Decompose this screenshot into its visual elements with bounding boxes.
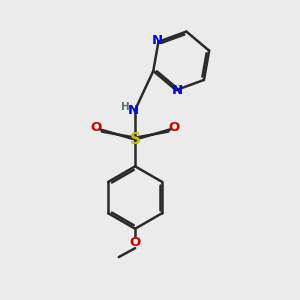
Text: O: O [130, 236, 141, 249]
Text: O: O [169, 121, 180, 134]
Text: S: S [130, 132, 141, 147]
Text: N: N [128, 104, 139, 117]
Text: H: H [121, 103, 130, 112]
Text: N: N [172, 84, 183, 97]
Text: N: N [152, 34, 163, 47]
Text: O: O [90, 121, 101, 134]
